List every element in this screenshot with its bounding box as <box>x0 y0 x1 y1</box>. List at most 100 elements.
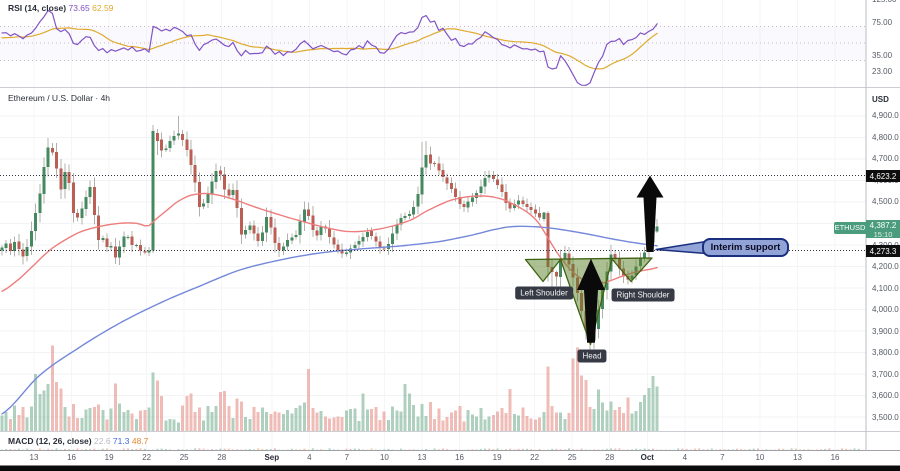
time-axis-label[interactable]: 10 <box>379 453 389 462</box>
macd-histogram-tick <box>362 449 365 451</box>
candle-body <box>29 231 33 247</box>
symbol-legend[interactable]: Ethereum / U.S. Dollar · 4h <box>8 93 110 103</box>
time-axis-label[interactable]: Oct <box>640 453 654 462</box>
volume-bar <box>328 418 332 432</box>
time-axis-label[interactable]: Sep <box>264 453 280 462</box>
volume-bar <box>139 410 143 432</box>
candle-body <box>357 241 361 245</box>
time-axis-label[interactable]: 13 <box>29 453 39 462</box>
time-axis-label[interactable]: 13 <box>417 453 427 462</box>
macd-histogram-tick <box>265 449 268 451</box>
time-axis-label[interactable]: 7 <box>720 453 725 462</box>
macd-histogram-tick <box>731 449 734 451</box>
volume-bar <box>336 416 340 432</box>
macd-histogram-tick <box>303 448 306 451</box>
macd-histogram-tick <box>93 448 96 451</box>
volume-bar <box>399 411 403 432</box>
volume-bar <box>311 408 315 432</box>
volume-bar <box>34 373 38 432</box>
candle-body <box>508 202 512 209</box>
candle-body <box>596 309 600 329</box>
time-axis-label[interactable]: 7 <box>344 453 350 462</box>
volume-bar <box>563 419 567 432</box>
macd-histogram-tick <box>89 448 92 451</box>
time-axis-label[interactable]: 22 <box>142 453 152 462</box>
macd-histogram-tick <box>412 449 415 451</box>
macd-indicator-legend[interactable]: MACD (12, 26, close) 22.6 71.3 48.7 <box>8 436 148 446</box>
macd-histogram-tick <box>677 448 680 451</box>
candle-body <box>412 206 416 215</box>
volume-bar <box>630 413 634 432</box>
volume-bar <box>4 412 8 432</box>
interim-support-callout[interactable]: Interim support <box>702 238 789 257</box>
macd-histogram-tick <box>68 449 71 451</box>
time-axis-label[interactable]: 19 <box>104 453 114 462</box>
volume-bar <box>571 358 575 432</box>
callout-tail <box>655 240 707 255</box>
pattern-point-label[interactable]: Right Shoulder <box>611 288 675 301</box>
up-arrow-annotation[interactable] <box>636 175 664 253</box>
volume-bar <box>491 414 495 432</box>
candle-body <box>332 237 336 245</box>
candle-body <box>454 188 458 198</box>
volume-bar <box>46 383 50 432</box>
time-axis-label[interactable]: 4 <box>682 453 688 462</box>
candle-body <box>55 151 59 169</box>
volume-bar <box>235 398 239 432</box>
macd-histogram-tick <box>143 448 146 451</box>
macd-histogram-tick <box>76 448 79 451</box>
candle-body <box>416 193 420 207</box>
volume-bar <box>130 413 134 432</box>
candle-body <box>50 148 54 153</box>
pattern-point-label[interactable]: Head <box>577 349 607 362</box>
last-price-badge: 4,387.2 15:10 <box>866 220 900 239</box>
candle-body <box>231 189 235 196</box>
volume-bar <box>227 406 231 432</box>
time-axis-label[interactable]: 16 <box>830 453 840 462</box>
time-axis-label[interactable]: 10 <box>755 453 765 462</box>
volume-bar <box>231 418 235 432</box>
volume-bar <box>512 414 516 432</box>
up-arrow-annotation[interactable] <box>577 258 605 343</box>
time-axis-label[interactable]: 22 <box>530 453 540 462</box>
time-axis-label[interactable]: 16 <box>67 453 76 462</box>
candle-body <box>97 215 101 240</box>
candle-body <box>361 236 365 242</box>
candle-body <box>340 249 344 254</box>
time-axis-label[interactable]: 13 <box>793 453 802 462</box>
time-axis-label[interactable]: 19 <box>492 453 502 462</box>
macd-histogram-tick <box>526 448 528 451</box>
time-axis-label[interactable]: 16 <box>455 453 464 462</box>
time-axis-label[interactable]: 25 <box>567 453 577 462</box>
macd-histogram-tick <box>215 449 218 451</box>
candle-body <box>487 174 491 178</box>
price-axis-label: 4,000.0 <box>872 305 899 315</box>
candle-body <box>269 216 273 228</box>
rsi-ma-line <box>1 27 658 70</box>
candle-body <box>315 230 319 236</box>
price-axis-label: 4,500.0 <box>872 197 899 207</box>
volume-bar <box>88 407 92 432</box>
rsi-axis-label: 75.00 <box>872 18 893 28</box>
volume-bar <box>126 410 130 432</box>
macd-histogram-tick <box>139 448 142 451</box>
volume-bar <box>550 406 554 432</box>
volume-bar <box>647 387 651 432</box>
candle-body <box>265 216 269 233</box>
macd-histogram-tick <box>736 448 738 451</box>
volume-bar <box>323 416 327 432</box>
time-axis-label[interactable]: 25 <box>179 453 189 462</box>
macd-histogram-tick <box>253 449 255 451</box>
macd-histogram-tick <box>38 448 41 451</box>
volume-bar <box>113 383 117 432</box>
time-axis-label[interactable]: 28 <box>217 453 227 462</box>
candle-body <box>202 203 206 207</box>
macd-histogram-tick <box>400 448 402 451</box>
price-level-badge: 4,273.3 <box>866 245 900 258</box>
pattern-point-label[interactable]: Left Shoulder <box>515 286 573 300</box>
time-axis-label[interactable]: 28 <box>605 453 615 462</box>
volume-bar <box>218 391 222 432</box>
rsi-indicator-legend[interactable]: RSI (14, close) 73.65 62.59 <box>8 3 113 13</box>
time-axis-label[interactable]: 4 <box>307 453 312 462</box>
